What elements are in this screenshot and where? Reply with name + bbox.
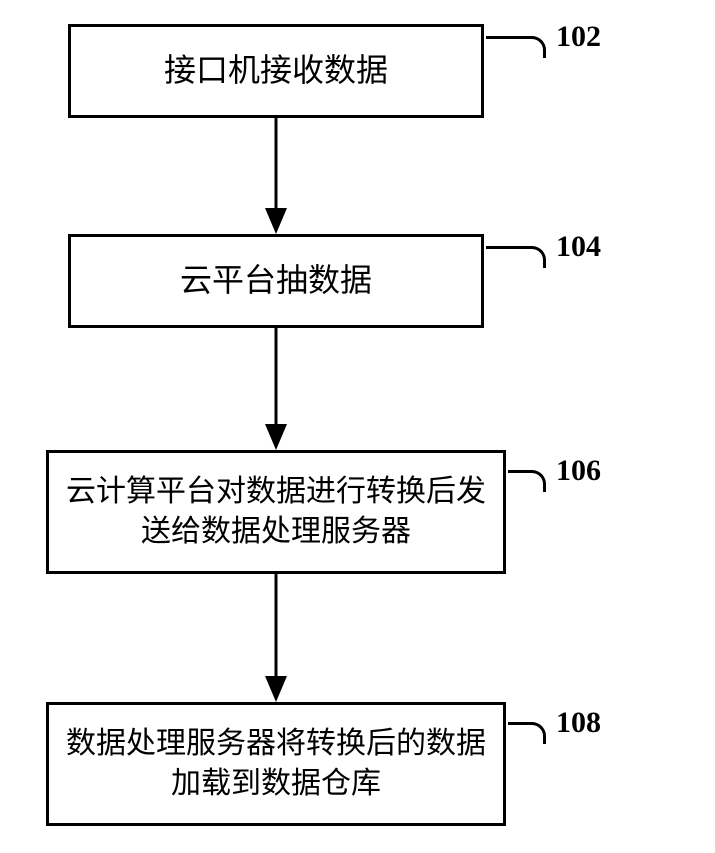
node-label: 108 — [556, 706, 601, 740]
callout-line — [486, 36, 546, 58]
flow-node-n3: 云计算平台对数据进行转换后发送给数据处理服务器 — [46, 450, 506, 574]
flow-arrow — [256, 574, 296, 702]
flow-node-n4: 数据处理服务器将转换后的数据加载到数据仓库 — [46, 702, 506, 826]
flow-node-text: 数据处理服务器将转换后的数据加载到数据仓库 — [49, 724, 503, 805]
callout-line — [486, 246, 546, 268]
flow-arrow — [256, 118, 296, 234]
flow-node-text: 接口机接收数据 — [152, 49, 400, 92]
callout-line — [508, 470, 546, 492]
flow-node-text: 云平台抽数据 — [168, 259, 384, 302]
node-label: 102 — [556, 20, 601, 54]
flow-arrow — [256, 328, 296, 450]
flow-node-text: 云计算平台对数据进行转换后发送给数据处理服务器 — [49, 472, 503, 553]
flow-node-n1: 接口机接收数据 — [68, 24, 484, 118]
node-label: 106 — [556, 454, 601, 488]
callout-line — [508, 722, 546, 744]
node-label: 104 — [556, 230, 601, 264]
flow-node-n2: 云平台抽数据 — [68, 234, 484, 328]
